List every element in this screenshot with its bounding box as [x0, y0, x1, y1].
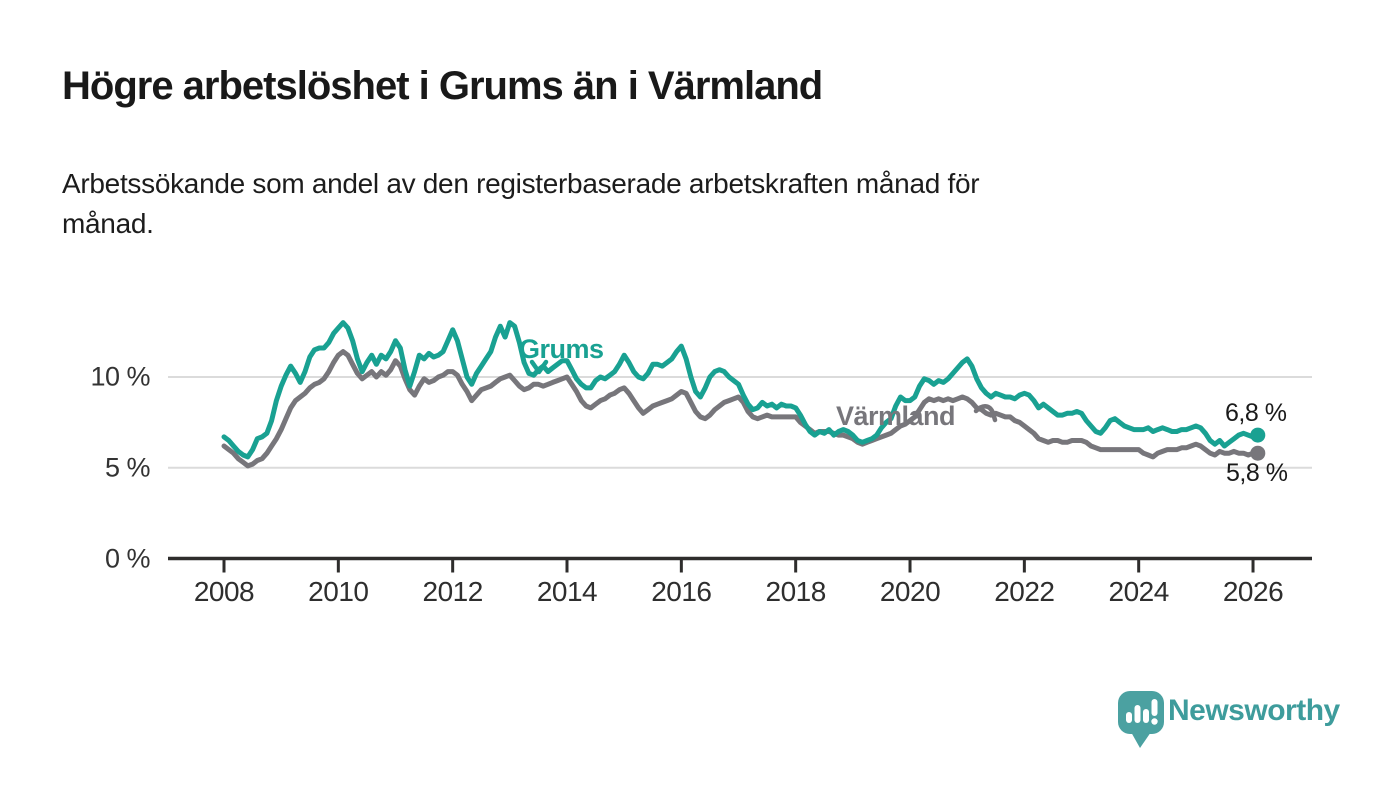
- x-axis-label-2022: 2022: [994, 576, 1055, 607]
- y-axis-label-10: 10 %: [90, 361, 150, 392]
- x-axis-label-2018: 2018: [765, 576, 827, 607]
- x-axis-label-2016: 2016: [651, 576, 712, 607]
- y-axis-label-5: 5 %: [104, 452, 151, 483]
- vrmland-line: [221, 349, 1261, 469]
- x-axis-label-2008: 2008: [193, 576, 255, 607]
- page-subtitle: Arbetssökande som andel av den registerb…: [62, 168, 980, 239]
- series-label-grums: Grums: [519, 334, 604, 364]
- x-axis-label-2012: 2012: [422, 576, 484, 607]
- page-title: Högre arbetslöshet i Grums än i Värmland: [62, 64, 823, 108]
- varmland-arrow-icon: [973, 404, 998, 423]
- x-axis-label-2010: 2010: [308, 576, 369, 607]
- vrmland-end-dot: [1250, 445, 1266, 461]
- x-axis-label-2020: 2020: [879, 576, 941, 607]
- x-axis-label-2014: 2014: [536, 576, 598, 607]
- varmland-end-value: 5,8 %: [1226, 459, 1288, 487]
- grums-end-dot: [1250, 427, 1266, 443]
- y-axis-label-0: 0 %: [104, 543, 151, 573]
- x-axis-label-2024: 2024: [1108, 576, 1170, 607]
- grums-arrow-icon: [529, 359, 549, 375]
- series-label-varmland: Värmland: [836, 401, 956, 431]
- x-axis-label-2026: 2026: [1222, 576, 1284, 607]
- newsworthy-logo-icon: [1118, 691, 1164, 748]
- grums-line: [221, 320, 1261, 460]
- newsworthy-brand-name: Newsworthy: [1168, 694, 1340, 727]
- grums-end-value: 6,8 %: [1225, 399, 1287, 427]
